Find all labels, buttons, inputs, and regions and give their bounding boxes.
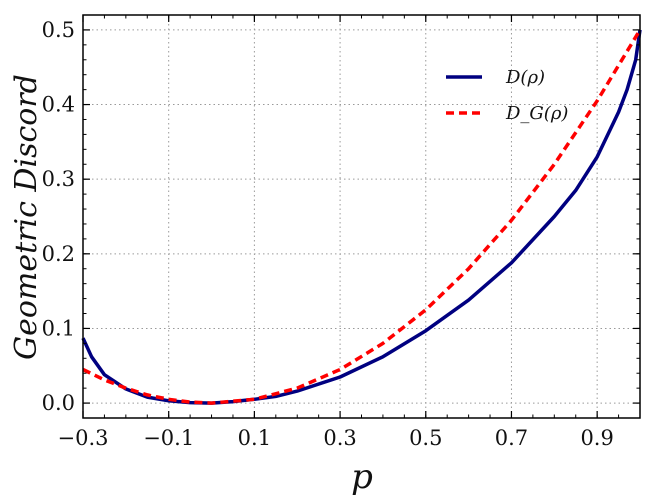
y-tick-label: 0.0: [42, 391, 75, 415]
x-tick-label: 0.1: [238, 426, 271, 450]
axis-ticks: [82, 14, 641, 419]
x-tick-label: 0.3: [323, 426, 356, 450]
y-tick-label: 0.1: [42, 316, 75, 340]
x-tick-label: 0.5: [409, 426, 442, 450]
x-tick-label: 0.9: [580, 426, 613, 450]
series-layer: [81, 28, 642, 405]
grid: [82, 15, 640, 418]
y-tick-label: 0.3: [42, 167, 75, 191]
y-tick-label: 0.4: [42, 93, 75, 117]
x-tick-label: −0.1: [143, 426, 194, 450]
legend-label-d: D(ρ): [505, 67, 545, 88]
y-tick-label: 0.5: [42, 18, 75, 42]
y-tick-label: 0.2: [42, 242, 75, 266]
series-line-dg: [82, 28, 642, 405]
x-axis-title: p: [351, 457, 373, 497]
y-axis-title: Geometric Discord: [9, 74, 44, 360]
x-tick-label: −0.3: [58, 426, 109, 450]
legend: D(ρ) D_G(ρ): [446, 67, 568, 124]
x-tick-label: 0.7: [495, 426, 528, 450]
legend-label-dg: D_G(ρ): [505, 103, 568, 124]
series-line-d: [81, 29, 642, 405]
tick-labels: −0.3 −0.1 0.1 0.3 0.5 0.7 0.9 0.0 0.1 0.2 0.3 0.4 0.…: [42, 18, 614, 450]
